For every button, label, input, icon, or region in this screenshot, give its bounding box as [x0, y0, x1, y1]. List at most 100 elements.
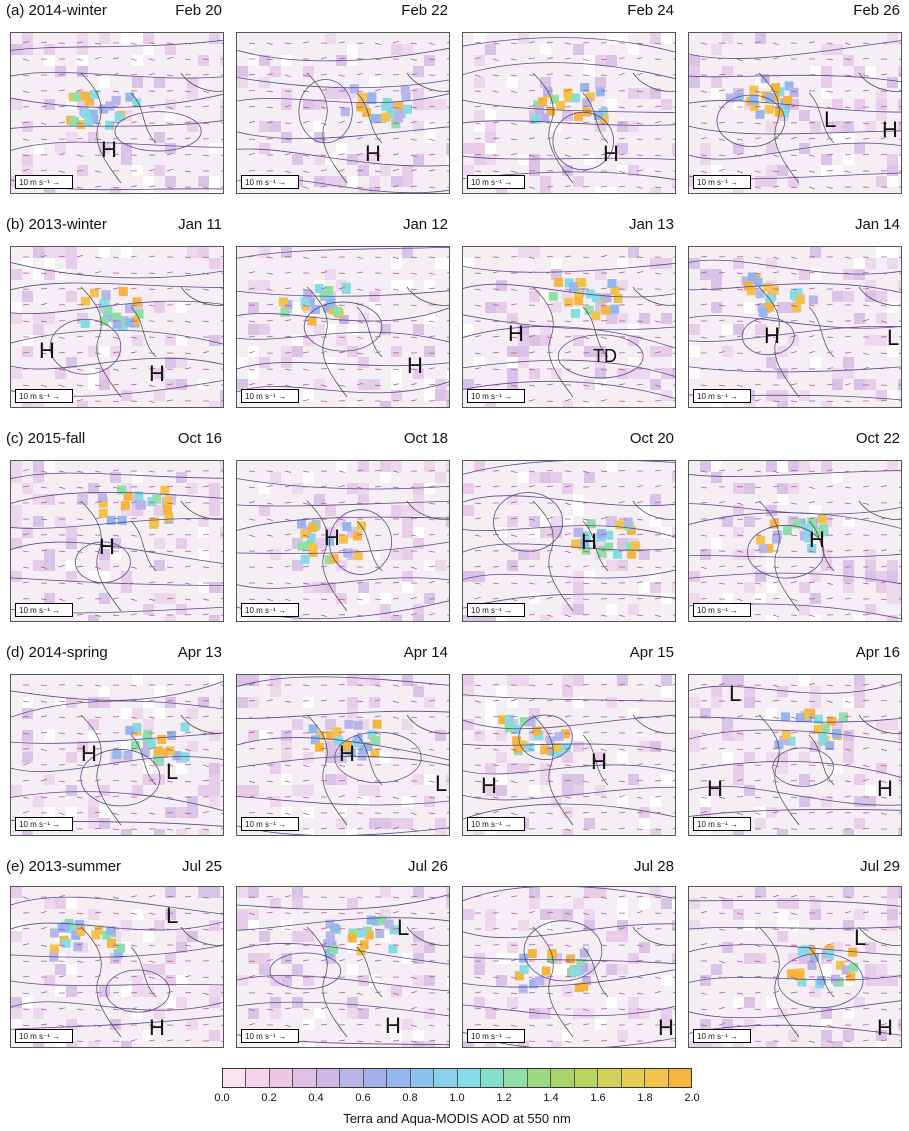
aod-cell [325, 176, 336, 187]
wind-vector [582, 367, 589, 370]
wind-vector [492, 121, 499, 124]
wind-vector [772, 911, 780, 914]
wind-vector [736, 748, 743, 751]
wind-vector [130, 975, 137, 978]
aod-cell [606, 604, 617, 615]
synoptic-map-panel: H L 10 m s⁻¹ → [688, 246, 902, 408]
wind-vector [410, 1006, 417, 1010]
aod-cell [44, 549, 55, 560]
wind-vector [618, 597, 625, 600]
wind-vector [582, 715, 589, 718]
wind-vector [474, 367, 481, 370]
aod-cell [580, 82, 590, 92]
wind-vector [826, 764, 833, 767]
wind-vector [76, 1008, 83, 1011]
aod-cell [198, 829, 209, 835]
synoptic-map-panel: L H 10 m s⁻¹ → [688, 886, 902, 1048]
wind-vector [428, 912, 436, 914]
wind-vector [94, 716, 101, 719]
aod-cell [121, 920, 132, 931]
aod-cell [209, 33, 220, 44]
wind-vector [338, 518, 345, 521]
aod-cell [898, 66, 901, 77]
wind-vector [790, 169, 797, 172]
wind-vector [248, 960, 256, 962]
aod-cell [106, 926, 116, 936]
wind-vector [40, 927, 47, 930]
aod-cell [391, 176, 402, 187]
aod-cell [799, 582, 810, 593]
wind-vector [718, 944, 726, 946]
aod-cell [358, 582, 369, 593]
aod-cell [547, 746, 557, 756]
aod-cell [766, 461, 777, 472]
wind-vector [22, 811, 29, 814]
aod-cell [597, 529, 607, 539]
wind-vector [302, 336, 310, 338]
wind-vector [40, 470, 47, 473]
wind-vector [166, 57, 173, 60]
aod-cell [132, 98, 142, 108]
aod-cell [44, 258, 55, 269]
aod-cell [209, 997, 220, 1008]
wind-vector [736, 550, 743, 553]
aod-cell [154, 708, 165, 719]
wind-vector [392, 748, 399, 751]
wind-vector [654, 684, 661, 687]
wind-vector [302, 256, 309, 260]
wind-vector [546, 812, 553, 815]
aod-cell [628, 708, 639, 719]
aod-cell [832, 1041, 843, 1047]
wind-vector [130, 287, 137, 290]
aod-cell [529, 708, 540, 719]
wind-vector [446, 336, 449, 338]
wind-scale-box: 10 m s⁻¹ → [467, 817, 525, 831]
colorbar-segment [246, 1069, 270, 1087]
wind-vector [772, 780, 779, 783]
wind-vector [284, 812, 291, 816]
wind-vector [862, 911, 869, 914]
aod-cell [595, 187, 606, 193]
wind-vector [410, 896, 418, 898]
aod-cell [22, 291, 33, 302]
wind-vector [220, 400, 223, 402]
wind-vector [880, 272, 887, 275]
aod-cell [66, 291, 77, 302]
wind-vector [772, 597, 779, 600]
wind-vector [266, 319, 273, 322]
aod-cell [125, 92, 135, 102]
wind-vector [22, 352, 30, 354]
aod-cell [346, 748, 356, 758]
wind-vector [898, 170, 901, 172]
wind-vector [428, 927, 435, 930]
aod-cell [22, 346, 33, 357]
aod-cell [22, 154, 33, 165]
wind-vector [898, 304, 901, 306]
aod-cell [617, 280, 628, 291]
aod-cell [711, 686, 722, 697]
wind-scale-box: 10 m s⁻¹ → [467, 389, 525, 403]
wind-vector [600, 1040, 608, 1042]
aod-cell [485, 909, 496, 920]
wind-vector [654, 1007, 661, 1010]
wind-vector [826, 74, 833, 77]
wind-vector [76, 154, 83, 157]
aod-cell [592, 293, 602, 303]
wind-vector [338, 1039, 345, 1042]
wind-vector [564, 1040, 571, 1043]
aod-cell [529, 898, 540, 909]
aod-cell [650, 33, 661, 44]
wind-vector [266, 335, 273, 338]
wind-vector [754, 796, 761, 799]
aod-cell [887, 77, 898, 88]
aod-cell [595, 269, 606, 280]
aod-cell [770, 93, 780, 103]
aod-cell [165, 697, 176, 708]
aod-cell [474, 964, 485, 975]
aod-cell [606, 697, 617, 708]
wind-vector [184, 780, 191, 783]
wind-vector [826, 469, 833, 472]
wind-vector [410, 42, 417, 45]
wind-vector [546, 106, 553, 109]
colorbar-tick-label: 0.8 [402, 1092, 418, 1104]
